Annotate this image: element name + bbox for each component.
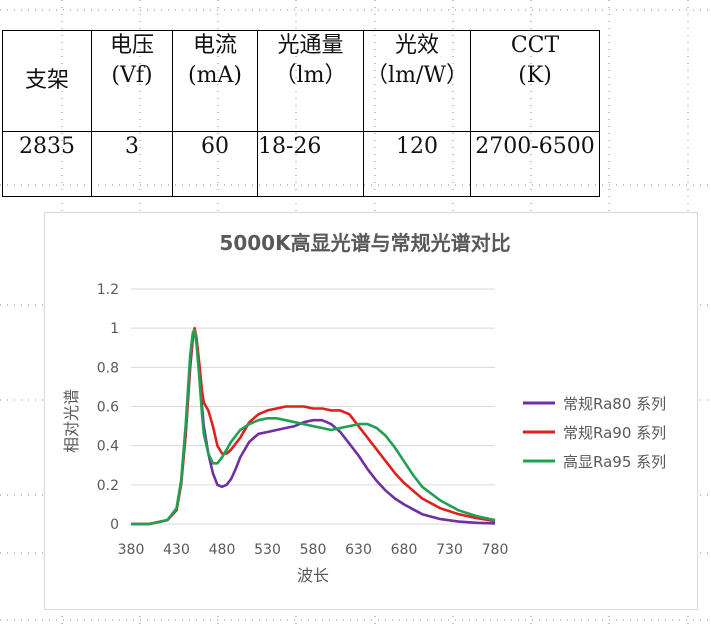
table-row: 2835 3 60 18-26 120 2700-6500 xyxy=(2,131,600,197)
chart-gridlines xyxy=(131,288,495,525)
chart-svg: 5000K高显光谱与常规光谱对比 0 0.2 0.4 0.6 0.8 1 1.2 380 43… xyxy=(62,231,666,585)
header-label-support: 支架 xyxy=(24,68,69,93)
y-tick-labels: 0 0.2 0.4 0.6 0.8 1 1.2 xyxy=(97,282,119,533)
y-tick-label: 0.6 xyxy=(97,400,119,416)
table-cell: 120 xyxy=(363,131,471,197)
y-tick-label: 0.2 xyxy=(97,478,119,494)
x-tick-label: 730 xyxy=(436,542,463,558)
legend-entry: 常规Ra90 系列 xyxy=(563,424,666,442)
header-label-current: 电流 (mA) xyxy=(188,33,242,88)
header-label-efficacy: 光效 （lm/W） xyxy=(366,33,468,88)
x-tick-label: 530 xyxy=(254,542,281,558)
x-tick-label: 630 xyxy=(345,542,372,558)
series-line xyxy=(131,328,496,526)
table-cell: 60 xyxy=(172,131,258,197)
x-tick-label: 580 xyxy=(300,542,327,558)
table-cell: 2835 xyxy=(2,131,92,197)
x-axis-label: 波长 xyxy=(297,566,329,585)
legend-entry: 常规Ra80 系列 xyxy=(563,395,666,413)
x-tick-label: 380 xyxy=(118,542,145,558)
header-label-voltage: 电压 (Vf) xyxy=(109,33,154,88)
y-tick-label: 1 xyxy=(110,321,119,337)
x-tick-labels: 380 430 480 530 580 630 680 730 780 xyxy=(118,542,509,558)
header-cell: CCT (K) xyxy=(470,30,600,132)
x-tick-label: 780 xyxy=(482,542,509,558)
y-tick-label: 0.4 xyxy=(97,439,119,455)
table-cell: 2700-6500 xyxy=(470,131,600,197)
x-tick-label: 480 xyxy=(209,542,236,558)
header-cell: 光通量 （lm） xyxy=(257,30,364,132)
header-cell: 电压 (Vf) xyxy=(91,30,173,132)
spectrum-chart: 5000K高显光谱与常规光谱对比 0 0.2 0.4 0.6 0.8 1 1.2 380 43… xyxy=(44,212,698,610)
legend-entry: 高显Ra95 系列 xyxy=(563,453,666,471)
table-cell: 18-26 xyxy=(257,131,364,197)
y-axis-label: 相对光谱 xyxy=(62,389,81,453)
spec-header-row: 支架 电压 (Vf) 电流 (mA) 光通量 （lm） 光效 （lm/W） CC… xyxy=(2,30,600,132)
header-label-cct: CCT (K) xyxy=(510,33,560,88)
spec-table: 支架 电压 (Vf) 电流 (mA) 光通量 （lm） 光效 （lm/W） CC… xyxy=(2,30,600,197)
y-tick-label: 1.2 xyxy=(97,282,119,298)
x-tick-label: 680 xyxy=(391,542,418,558)
y-tick-label: 0 xyxy=(110,517,119,533)
chart-title: 5000K高显光谱与常规光谱对比 xyxy=(219,231,510,255)
header-cell: 光效 （lm/W） xyxy=(363,30,471,132)
header-label-flux: 光通量 （lm） xyxy=(274,33,347,88)
table-cell: 3 xyxy=(91,131,173,197)
header-cell: 电流 (mA) xyxy=(172,30,258,132)
x-tick-label: 430 xyxy=(163,542,190,558)
y-tick-label: 0.8 xyxy=(97,360,119,376)
series-lines xyxy=(131,326,496,526)
header-cell: 支架 xyxy=(2,30,92,132)
